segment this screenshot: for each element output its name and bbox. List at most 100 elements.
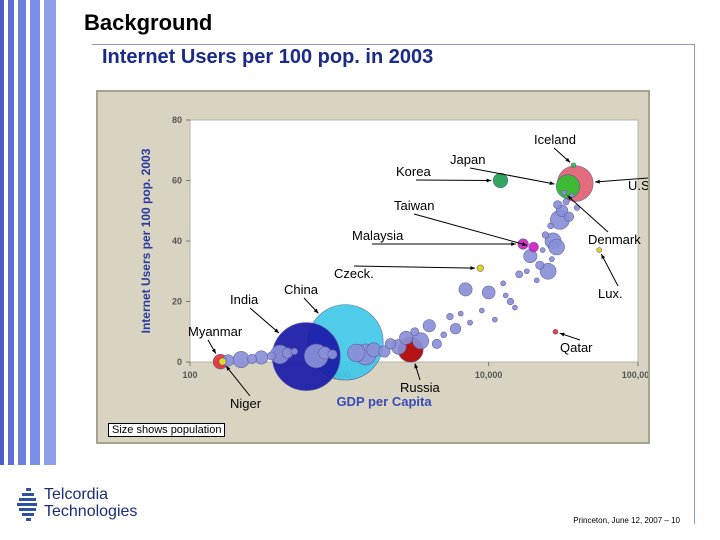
logo-line-2: Technologies xyxy=(44,503,138,520)
x-tick-label: 100 xyxy=(182,370,197,380)
annotation-arrowhead xyxy=(521,242,527,246)
annotation-arrowhead xyxy=(225,365,231,371)
annotation-arrowhead xyxy=(313,308,319,314)
annotation-arrow xyxy=(249,307,280,334)
bubble-country xyxy=(422,319,436,333)
annotation-malaysia: Malaysia xyxy=(352,228,404,243)
size-legend-note: Size shows population xyxy=(108,423,226,437)
bubble-czeck- xyxy=(476,264,484,272)
bubble-country xyxy=(440,331,447,339)
annotation-arrow xyxy=(600,253,619,287)
bubble-country xyxy=(290,347,298,356)
bubble-lux- xyxy=(596,247,603,253)
annotation-arrow xyxy=(595,177,648,183)
annotation-taiwan: Taiwan xyxy=(394,198,434,213)
y-tick-label: 0 xyxy=(177,357,182,367)
bubble-country xyxy=(378,345,391,358)
bubble-country xyxy=(547,222,554,230)
bubble-country xyxy=(431,338,442,349)
bubble-country xyxy=(523,268,530,275)
bubble-country xyxy=(548,238,565,256)
bubble-qatar xyxy=(552,328,559,335)
annotation-denmark: Denmark xyxy=(588,232,641,247)
annotation-arrowhead xyxy=(414,363,419,369)
bubble-country xyxy=(449,323,462,335)
annotation-arrowhead xyxy=(601,254,606,260)
bubble-country xyxy=(410,327,420,337)
bubble-country xyxy=(232,351,250,369)
bubble-taiwan xyxy=(528,241,539,253)
bubble-country xyxy=(548,256,555,263)
bubble-country xyxy=(266,351,276,361)
annotation-qatar: Qatar xyxy=(560,340,593,355)
annotation-arrow xyxy=(353,265,476,269)
annotation-arrowhead xyxy=(274,328,279,334)
bubble-country xyxy=(515,270,523,279)
bubble-country xyxy=(506,297,515,306)
annotation-arrowhead xyxy=(559,332,565,337)
x-axis-label: GDP per Capita xyxy=(336,394,432,409)
bubble-country xyxy=(246,353,257,364)
bubble-country xyxy=(446,313,454,321)
bubble-country xyxy=(479,307,485,314)
x-tick-label: 10,000 xyxy=(475,370,503,380)
annotation-china: China xyxy=(284,282,319,297)
header-divider xyxy=(92,44,695,45)
annotation-arrow xyxy=(413,213,528,246)
annotation-arrowhead xyxy=(486,178,492,183)
y-tick-label: 80 xyxy=(172,115,182,125)
bubble-country xyxy=(512,304,518,311)
bubble-country xyxy=(553,200,563,210)
bubble-country xyxy=(533,277,540,284)
annotation-arrowhead xyxy=(211,348,216,354)
annotation-myanmar: Myanmar xyxy=(188,324,243,339)
bubble-country xyxy=(481,285,496,300)
annotation-lux: Lux. xyxy=(598,286,623,301)
annotation-czeck: Czeck. xyxy=(334,266,374,281)
y-tick-label: 60 xyxy=(172,176,182,186)
bubble-country xyxy=(539,247,546,253)
annotation-korea: Korea xyxy=(396,164,431,179)
bubble-country xyxy=(541,231,550,239)
bubble-country xyxy=(384,338,397,350)
bubble-country xyxy=(457,310,464,317)
bubble-country xyxy=(327,349,338,360)
bubble-japan xyxy=(555,174,581,199)
right-divider xyxy=(694,44,695,524)
bubble-country xyxy=(502,292,509,299)
decorative-sidebar-stripes xyxy=(0,0,60,465)
annotation-japan: Japan xyxy=(450,152,485,167)
annotation-arrowhead xyxy=(511,242,516,246)
bubble-country xyxy=(458,282,473,297)
annotation-arrowhead xyxy=(565,157,571,163)
annotation-iceland: Iceland xyxy=(534,132,576,147)
annotation-us: U.S xyxy=(628,178,648,193)
annotation-arrowhead xyxy=(567,195,573,201)
bubble-country xyxy=(347,343,366,363)
bubble-country xyxy=(467,319,473,326)
annotation-arrowhead xyxy=(595,179,600,184)
bubble-country xyxy=(573,204,581,211)
slide-subtitle: Internet Users per 100 pop. in 2003 xyxy=(102,46,434,68)
annotation-russia: Russia xyxy=(400,380,441,395)
plot-area xyxy=(189,119,639,363)
bubble-country xyxy=(562,198,570,206)
bubble-denmark xyxy=(561,189,567,196)
bubble-country xyxy=(500,280,506,287)
slide-title: Background xyxy=(84,10,213,35)
annotation-niger: Niger xyxy=(230,396,262,411)
telcordia-logo-icon xyxy=(17,488,37,521)
bubble-country xyxy=(412,332,430,350)
annotation-arrow xyxy=(469,167,555,185)
bubble-niger xyxy=(218,357,227,366)
bubble-iceland xyxy=(570,162,577,169)
bubble-country xyxy=(563,211,574,222)
bubble-country xyxy=(399,330,414,345)
y-tick-label: 40 xyxy=(172,236,182,246)
y-axis-label: Internet Users per 100 pop. 2003 xyxy=(139,148,153,333)
annotation-arrowhead xyxy=(549,181,555,186)
annotation-arrowhead xyxy=(470,266,476,270)
bubble-country xyxy=(535,260,545,270)
